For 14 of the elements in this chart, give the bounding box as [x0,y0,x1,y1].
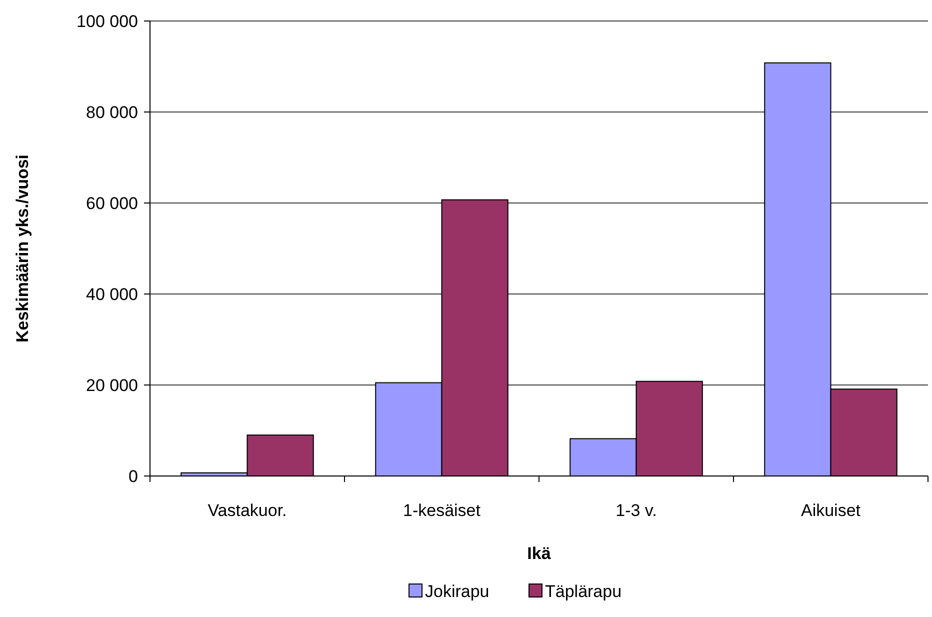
y-tick-label: 0 [128,466,138,486]
x-tick-label: Vastakuor. [208,501,287,520]
y-tick-label: 100 000 [76,12,138,31]
legend-label: Täplärapu [545,582,622,601]
y-tick-label: 40 000 [86,284,138,304]
y-axis-title: Keskimäärin yks./vuosi [13,154,32,343]
y-tick-label: 80 000 [86,102,138,122]
y-tick-label: 20 000 [86,376,138,395]
x-axis-title: Ikä [527,544,552,563]
x-tick-label: Aikuiset [800,501,861,520]
x-tick-label: 1-3 v. [616,501,657,520]
y-tick-label: 60 000 [86,194,138,213]
legend-label: Jokirapu [425,582,490,601]
x-tick-label: 1-kesäiset [403,501,481,520]
